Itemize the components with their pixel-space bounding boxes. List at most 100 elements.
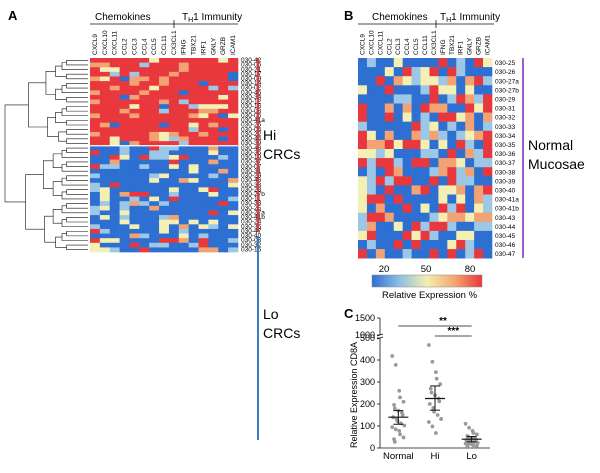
- dendrogram-branch: [66, 96, 88, 103]
- heatmap-cell: [139, 201, 150, 207]
- panel-a-chemokines-header: Chemokines: [95, 12, 151, 23]
- heatmap-cell: [109, 182, 120, 188]
- heatmap-cell: [474, 85, 484, 95]
- data-point: [393, 427, 398, 432]
- heatmap-cell: [198, 178, 209, 184]
- heatmap-cell: [402, 167, 412, 177]
- heatmap-cell: [90, 178, 101, 184]
- heatmap-cell: [168, 141, 180, 147]
- heatmap-cell: [465, 167, 475, 177]
- heatmap-cell: [218, 118, 229, 123]
- heatmap-cell: [402, 194, 412, 204]
- heatmap-cell: [218, 81, 229, 87]
- heatmap-cell: [109, 131, 120, 137]
- heatmap-cell: [159, 113, 170, 119]
- heatmap-cell: [198, 94, 209, 100]
- lo-group-label-1: Lo: [263, 306, 279, 322]
- heatmap-cell: [90, 228, 101, 234]
- dendrogram-branch: [52, 153, 62, 169]
- heatmap-cell: [178, 205, 189, 211]
- heatmap-cell: [483, 103, 493, 113]
- heatmap-cell: [218, 228, 229, 234]
- heatmap-cell: [456, 139, 466, 150]
- heatmap-cell: [483, 121, 493, 132]
- heatmap-cell: [99, 238, 111, 244]
- heatmap-cell: [465, 203, 475, 213]
- heatmap-cell: [99, 215, 111, 220]
- heatmap-cell: [420, 194, 430, 204]
- heatmap-cell: [208, 196, 219, 202]
- heatmap-cell: [198, 113, 209, 119]
- heatmap-cell: [420, 139, 430, 150]
- heatmap-cell: [109, 90, 120, 96]
- heatmap-cell: [456, 58, 466, 68]
- heatmap-cell: [159, 242, 170, 248]
- heatmap-cell: [129, 94, 140, 100]
- heatmap-cell: [218, 94, 229, 100]
- heatmap-cell: [208, 215, 219, 220]
- heatmap-cell: [109, 62, 120, 68]
- panel-b-row-label: 030-47: [495, 251, 516, 258]
- heatmap-cell: [129, 238, 140, 244]
- heatmap-cell: [429, 185, 439, 195]
- heatmap-cell: [168, 164, 180, 170]
- heatmap-cell: [129, 224, 140, 230]
- heatmap-cell: [90, 131, 101, 137]
- heatmap-cell: [90, 205, 101, 211]
- heatmap-cell: [178, 164, 189, 170]
- heatmap-cell: [188, 196, 199, 202]
- panel-b-row-label: 030-39: [495, 178, 516, 185]
- heatmap-cell: [358, 240, 368, 250]
- heatmap-cell: [139, 196, 150, 202]
- heatmap-cell: [188, 131, 199, 137]
- heatmap-cell: [228, 215, 239, 220]
- heatmap-cell: [411, 249, 421, 259]
- heatmap-cell: [178, 201, 189, 207]
- heatmap-cell: [483, 221, 493, 232]
- heatmap-cell: [149, 58, 160, 63]
- panel-b-row-labels: 030-25 030-26 030-27a 030-27b 030-29 030-31 03…: [495, 60, 519, 258]
- heatmap-cell: [228, 201, 239, 207]
- heatmap-cell: [159, 85, 170, 91]
- panel-a-row-labels: 030-42030-06030-21030-17030-09030-14030-…: [241, 57, 265, 253]
- panel-a-row-label: 030-33: [241, 182, 262, 189]
- panel-b-gene-label: CXCL11: [377, 31, 384, 55]
- data-point: [400, 413, 405, 417]
- heatmap-cell: [178, 85, 189, 91]
- heatmap-cell: [149, 215, 160, 220]
- significance-label: **: [439, 316, 447, 327]
- heatmap-cell: [411, 130, 421, 141]
- heatmap-cell: [119, 145, 130, 151]
- heatmap-cell: [159, 205, 170, 211]
- heatmap-cell: [465, 221, 475, 232]
- heatmap-cell: [178, 191, 189, 197]
- data-point: [402, 423, 407, 428]
- heatmap-cell: [208, 233, 219, 239]
- panel-b-gene-label: CXCL9: [359, 34, 366, 55]
- heatmap-cell: [149, 71, 160, 77]
- heatmap-cell: [411, 112, 421, 122]
- panel-c-label: C: [344, 306, 354, 321]
- heatmap-cell: [90, 219, 101, 225]
- heatmap-cell: [228, 173, 239, 179]
- heatmap-cell: [168, 233, 180, 239]
- heatmap-cell: [149, 76, 160, 82]
- heatmap-cell: [99, 178, 111, 184]
- heatmap-cell: [168, 247, 180, 253]
- heatmap-cell: [228, 108, 239, 114]
- heatmap-cell: [447, 167, 457, 177]
- heatmap-cell: [178, 113, 189, 119]
- data-point: [392, 406, 397, 411]
- heatmap-cell: [375, 149, 386, 159]
- heatmap-cell: [438, 130, 448, 141]
- dendrogram-branch: [61, 219, 88, 227]
- heatmap-cell: [218, 104, 229, 110]
- y-tick-label: 1000: [355, 330, 375, 340]
- heatmap-cell: [188, 90, 199, 96]
- heatmap-cell: [474, 212, 484, 223]
- panel-a-row-label: 030-43: [241, 145, 262, 152]
- heatmap-cell: [99, 76, 111, 82]
- heatmap-cell: [429, 85, 439, 95]
- heatmap-cell: [139, 131, 150, 137]
- heatmap-cell: [90, 155, 101, 160]
